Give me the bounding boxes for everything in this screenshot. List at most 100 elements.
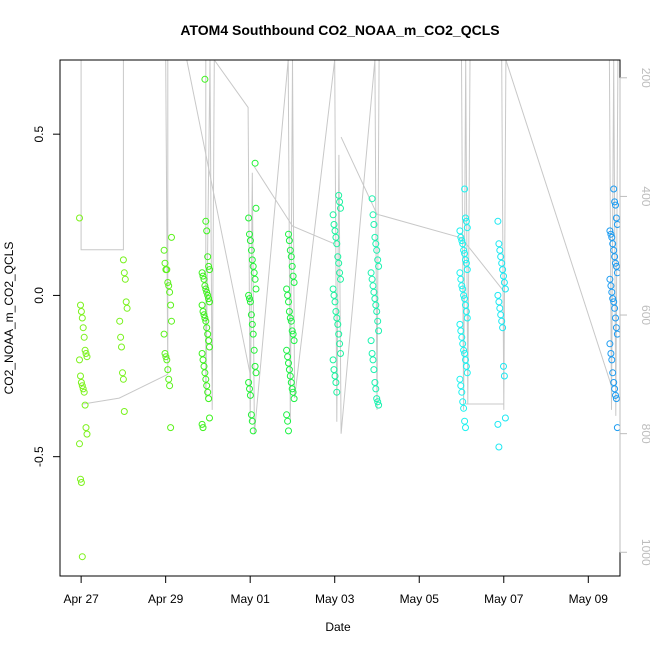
data-point [199,356,207,364]
data-point [459,340,467,348]
data-point [198,420,206,428]
data-point [337,204,344,212]
data-point [610,246,618,254]
data-point [121,275,129,283]
data-point [606,340,614,348]
data-point [457,327,465,335]
data-point [331,298,339,306]
data-point [463,224,471,232]
data-point [116,317,124,325]
y-right-tick-label: 1000 [639,539,650,566]
data-point [462,217,470,225]
data-point [164,366,172,374]
data-point [248,417,256,425]
data-point [164,279,172,286]
data-point [80,388,88,396]
data-point [609,295,617,303]
data-point [249,427,257,435]
data-point [499,324,507,332]
data-point [285,366,293,374]
x-axis: Apr 27 Apr 29 May 01 May 03 May 05 May 07 May … [63,575,608,606]
data-point [251,275,259,283]
data-point [205,395,213,403]
data-point [367,337,375,345]
data-point [204,330,212,338]
data-point [460,246,468,254]
data-point [120,408,128,415]
data-point [245,214,253,222]
data-point [374,398,382,406]
data-point [369,211,377,219]
data-point [375,262,383,270]
x-axis-label: Date [325,620,351,634]
data-point [117,333,125,341]
data-point [495,298,503,306]
data-point [369,282,377,290]
data-point [329,356,337,364]
data-point [372,240,380,248]
data-point [160,246,168,254]
data-point [247,411,255,419]
data-point [201,282,209,290]
flight-series [283,230,298,435]
data-point [284,417,292,425]
data-point [199,308,207,315]
data-point [203,288,211,296]
data-point [77,308,85,315]
data-point [251,362,259,370]
data-point [462,301,469,309]
data-point [494,217,502,225]
data-point [612,214,620,222]
data-point [287,317,295,325]
data-point [206,266,213,274]
data-point [204,291,212,299]
data-point [329,285,337,293]
data-point [459,398,467,406]
data-point [165,282,173,290]
x-tick-label: Apr 27 [63,592,99,606]
data-point [612,324,620,332]
y-axis: 0.5 0.0 -0.5 [32,126,61,467]
data-point [200,362,208,370]
data-point [201,369,209,377]
data-point [250,346,258,354]
data-point [283,346,291,354]
data-point [246,295,253,303]
data-point [500,362,507,370]
data-point [498,259,506,267]
data-point [118,343,125,351]
data-point [204,253,212,261]
data-point [248,320,256,328]
data-point [76,356,83,364]
data-point [500,272,507,280]
data-point [203,227,211,235]
data-point [289,330,297,338]
data-point [499,266,507,274]
data-point [246,230,253,238]
data-point [461,417,469,425]
pressure-connector-line [186,60,251,375]
data-point [77,379,85,386]
data-point [607,350,615,357]
data-point [163,266,171,274]
data-point [288,385,296,393]
data-point [609,369,617,377]
data-point [249,262,257,270]
data-point [457,275,465,283]
data-point [286,246,294,254]
data-point [246,391,254,399]
data-point [198,301,206,309]
data-point [76,214,83,222]
data-point [500,279,508,286]
data-point [612,259,619,267]
data-point [495,443,503,451]
flight-series [160,233,175,432]
data-point [337,275,344,283]
data-point [120,269,128,277]
data-point [460,291,468,299]
data-point [78,553,86,561]
data-point [460,346,468,354]
data-point [606,275,614,283]
data-point [334,253,342,261]
